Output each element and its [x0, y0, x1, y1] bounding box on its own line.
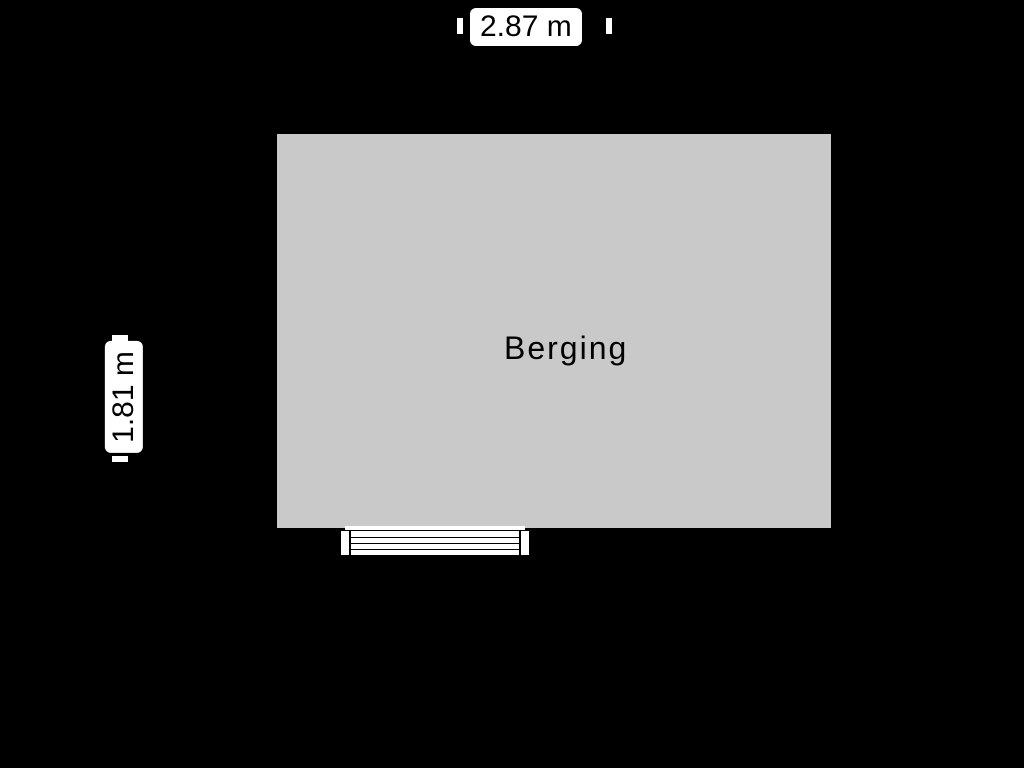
- door-jamb-right: [520, 530, 530, 556]
- door-slab: [350, 530, 520, 556]
- dim-height-tick-top: [112, 335, 128, 341]
- dim-width-tick-right: [606, 18, 612, 34]
- dim-width-label: 2.87 m: [470, 8, 582, 46]
- door-hatch-line: [351, 543, 519, 544]
- dim-width-tick-left: [457, 18, 463, 34]
- door-jamb-left: [340, 530, 350, 556]
- door-hatch-line: [351, 549, 519, 550]
- dim-height-tick-bottom: [112, 456, 128, 462]
- door-hatch-line: [351, 537, 519, 538]
- room-label: Berging: [504, 330, 628, 367]
- dim-height-label: 1.81 m: [105, 341, 143, 453]
